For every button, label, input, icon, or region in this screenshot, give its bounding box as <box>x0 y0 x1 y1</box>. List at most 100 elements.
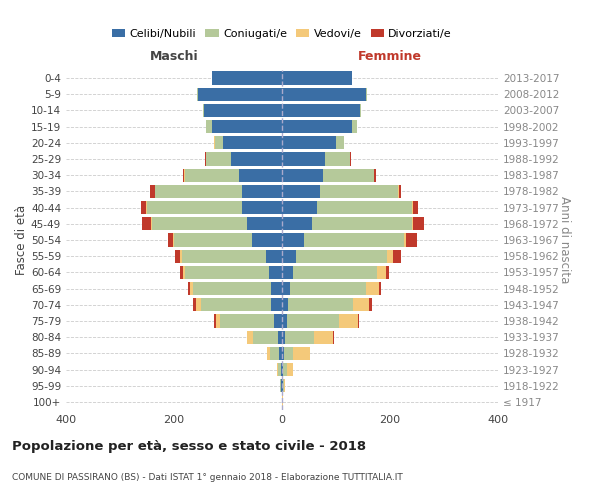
Bar <box>325 152 349 166</box>
Bar <box>247 217 282 230</box>
Bar <box>214 314 215 328</box>
Bar <box>304 234 404 246</box>
Bar <box>175 250 181 263</box>
Bar <box>142 217 151 230</box>
Bar <box>352 120 356 134</box>
Bar <box>280 379 281 392</box>
Bar <box>181 266 183 279</box>
Bar <box>388 250 392 263</box>
Bar <box>413 217 424 230</box>
Bar <box>151 217 152 230</box>
Bar <box>220 314 274 328</box>
Bar <box>241 185 282 198</box>
Bar <box>317 201 412 214</box>
Bar <box>413 201 418 214</box>
Bar <box>282 282 290 295</box>
Bar <box>323 168 374 182</box>
Bar <box>196 298 201 312</box>
Bar <box>174 234 253 246</box>
Bar <box>392 250 401 263</box>
Text: Popolazione per età, sesso e stato civile - 2018: Popolazione per età, sesso e stato civil… <box>12 440 366 453</box>
Bar <box>193 298 196 312</box>
Bar <box>181 250 182 263</box>
Bar <box>155 185 241 198</box>
Bar <box>406 234 417 246</box>
Bar <box>366 88 367 101</box>
Bar <box>274 314 282 328</box>
Bar <box>282 185 320 198</box>
Bar <box>282 330 285 344</box>
Bar <box>282 363 283 376</box>
Bar <box>282 152 325 166</box>
Bar <box>285 330 314 344</box>
Bar <box>277 363 278 376</box>
Bar <box>173 234 174 246</box>
Bar <box>198 88 282 101</box>
Text: Femmine: Femmine <box>358 50 422 63</box>
Bar <box>289 298 353 312</box>
Bar <box>336 136 344 149</box>
Bar <box>282 104 360 117</box>
Bar <box>182 250 266 263</box>
Bar <box>182 168 184 182</box>
Bar <box>282 136 336 149</box>
Bar <box>206 120 212 134</box>
Bar <box>287 314 338 328</box>
Bar <box>282 72 352 85</box>
Bar <box>167 234 173 246</box>
Bar <box>190 282 193 295</box>
Bar <box>296 250 388 263</box>
Bar <box>282 168 323 182</box>
Bar <box>278 330 282 344</box>
Bar <box>358 314 359 328</box>
Bar <box>281 363 282 376</box>
Bar <box>366 282 379 295</box>
Bar <box>152 217 247 230</box>
Bar <box>201 298 271 312</box>
Bar <box>253 234 282 246</box>
Bar <box>215 136 223 149</box>
Bar <box>206 152 230 166</box>
Bar <box>293 266 377 279</box>
Bar <box>241 201 282 214</box>
Bar <box>284 379 285 392</box>
Bar <box>239 168 282 182</box>
Bar <box>150 185 155 198</box>
Bar <box>284 346 293 360</box>
Bar <box>223 136 282 149</box>
Text: Maschi: Maschi <box>149 50 199 63</box>
Bar <box>266 250 282 263</box>
Bar <box>412 217 413 230</box>
Bar <box>290 282 366 295</box>
Bar <box>185 266 269 279</box>
Bar <box>278 363 281 376</box>
Bar <box>282 298 289 312</box>
Bar <box>283 379 284 392</box>
Bar <box>282 314 287 328</box>
Bar <box>282 88 366 101</box>
Bar <box>282 234 304 246</box>
Bar <box>314 330 334 344</box>
Y-axis label: Anni di nascita: Anni di nascita <box>558 196 571 284</box>
Bar <box>282 346 284 360</box>
Bar <box>185 168 239 182</box>
Y-axis label: Fasce di età: Fasce di età <box>15 205 28 275</box>
Bar <box>247 330 253 344</box>
Bar <box>271 298 282 312</box>
Bar <box>377 266 386 279</box>
Bar <box>204 104 282 117</box>
Bar <box>412 201 413 214</box>
Bar <box>193 282 271 295</box>
Bar <box>267 346 269 360</box>
Bar <box>215 314 220 328</box>
Bar <box>370 298 372 312</box>
Bar <box>187 282 190 295</box>
Bar <box>282 201 317 214</box>
Legend: Celibi/Nubili, Coniugati/e, Vedovi/e, Divorziati/e: Celibi/Nubili, Coniugati/e, Vedovi/e, Di… <box>107 24 457 44</box>
Bar <box>212 120 282 134</box>
Bar <box>282 217 312 230</box>
Bar <box>280 346 282 360</box>
Bar <box>212 72 282 85</box>
Bar <box>353 298 370 312</box>
Bar <box>183 266 185 279</box>
